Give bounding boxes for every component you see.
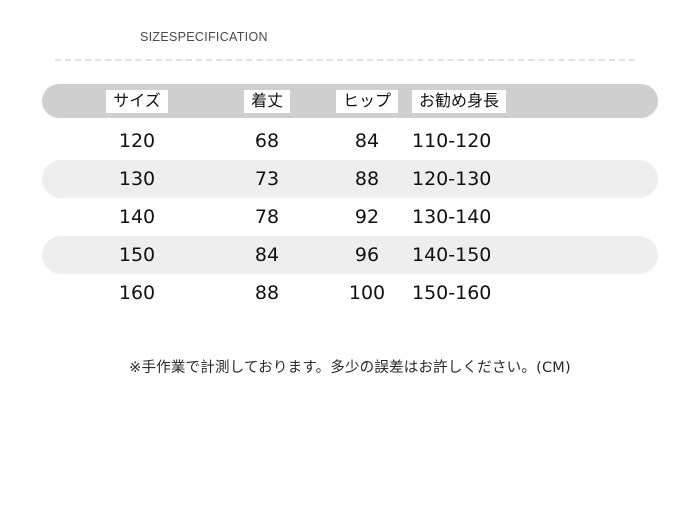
value-hip: 96 <box>354 244 380 266</box>
cell-hip: 100 <box>312 282 422 304</box>
cell-recommended-height: 140-150 <box>402 244 602 266</box>
cell-size: 150 <box>72 244 202 266</box>
table-row: 130 73 88 120-130 <box>42 160 658 198</box>
header-cell-recommended-height: お勧め身長 <box>402 89 602 113</box>
value-length: 88 <box>254 282 280 304</box>
cell-length: 68 <box>212 130 322 152</box>
table-row: 160 88 100 150-160 <box>42 274 658 312</box>
cell-size: 130 <box>72 168 202 190</box>
title-block: SIZESPECIFICATION <box>0 30 700 66</box>
cell-recommended-height: 150-160 <box>402 282 602 304</box>
value-hip: 88 <box>354 168 380 190</box>
header-label-size: サイズ <box>106 89 168 113</box>
table-row: 140 78 92 130-140 <box>42 198 658 236</box>
header-label-hip: ヒップ <box>335 89 398 113</box>
header-label-length: 着丈 <box>243 89 290 113</box>
value-size: 120 <box>118 130 156 152</box>
header-cell-hip: ヒップ <box>312 89 422 113</box>
title-divider <box>55 59 635 61</box>
measurement-disclaimer: ※手作業で計測しております。多少の誤差はお許しください。(CM) <box>129 360 571 376</box>
cell-length: 88 <box>212 282 322 304</box>
cell-recommended-height: 110-120 <box>402 130 602 152</box>
cell-length: 84 <box>212 244 322 266</box>
page-title: SIZESPECIFICATION <box>140 30 268 44</box>
value-recommended-height: 120-130 <box>412 168 492 190</box>
value-recommended-height: 150-160 <box>412 282 492 304</box>
value-length: 68 <box>254 130 280 152</box>
table-header-row: サイズ 着丈 ヒップ お勧め身長 <box>42 84 658 118</box>
value-size: 130 <box>118 168 156 190</box>
header-cell-size: サイズ <box>72 89 202 113</box>
header-cell-length: 着丈 <box>212 89 322 113</box>
table-row: 120 68 84 110-120 <box>42 122 658 160</box>
cell-recommended-height: 130-140 <box>402 206 602 228</box>
value-size: 150 <box>118 244 156 266</box>
cell-size: 160 <box>72 282 202 304</box>
value-recommended-height: 130-140 <box>412 206 492 228</box>
cell-hip: 88 <box>312 168 422 190</box>
cell-size: 120 <box>72 130 202 152</box>
cell-size: 140 <box>72 206 202 228</box>
cell-hip: 96 <box>312 244 422 266</box>
value-recommended-height: 110-120 <box>412 130 492 152</box>
value-hip: 100 <box>348 282 386 304</box>
cell-length: 78 <box>212 206 322 228</box>
value-hip: 84 <box>354 130 380 152</box>
table-row: 150 84 96 140-150 <box>42 236 658 274</box>
value-recommended-height: 140-150 <box>412 244 492 266</box>
value-size: 140 <box>118 206 156 228</box>
cell-recommended-height: 120-130 <box>402 168 602 190</box>
value-length: 78 <box>254 206 280 228</box>
value-length: 84 <box>254 244 280 266</box>
value-hip: 92 <box>354 206 380 228</box>
value-size: 160 <box>118 282 156 304</box>
cell-hip: 84 <box>312 130 422 152</box>
cell-hip: 92 <box>312 206 422 228</box>
size-specification-table: サイズ 着丈 ヒップ お勧め身長 120 68 84 110-120 <box>42 84 658 312</box>
header-label-recommended-height: お勧め身長 <box>412 89 507 113</box>
value-length: 73 <box>254 168 280 190</box>
cell-length: 73 <box>212 168 322 190</box>
